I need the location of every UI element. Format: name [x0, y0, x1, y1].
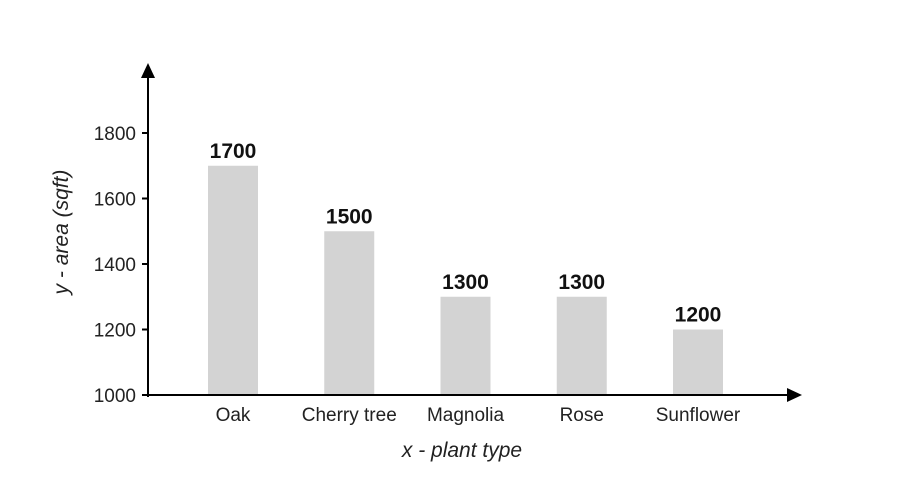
bar	[324, 231, 375, 395]
y-axis-title: y - area (sqft)	[50, 170, 73, 297]
x-tick-label: Rose	[560, 405, 604, 426]
y-tick-label: 1400	[94, 255, 136, 276]
x-tick-label: Cherry tree	[302, 405, 397, 426]
x-axis-title: x - plant type	[401, 439, 522, 462]
bar	[440, 296, 491, 395]
x-axis-arrow-icon	[787, 388, 802, 402]
bar	[673, 329, 723, 395]
bar	[208, 165, 258, 395]
y-axis-arrow-icon	[141, 63, 155, 78]
y-tick-label: 1600	[94, 190, 136, 211]
x-tick-label: Magnolia	[427, 405, 505, 426]
x-tick-label: Oak	[216, 405, 251, 426]
y-tick-label: 1000	[94, 386, 136, 407]
value-labels-layer: 1700 1500 1300 1300 1200	[210, 140, 722, 327]
x-tick-label: Sunflower	[656, 405, 741, 426]
y-ticks-layer: 1000 1200 1400 1600 1800	[94, 124, 148, 407]
bar-value-label: 1300	[442, 271, 489, 294]
y-tick-label: 1200	[94, 321, 136, 342]
x-ticks-layer: Oak Cherry tree Magnolia Rose Sunflower	[216, 405, 741, 426]
bar-value-label: 1700	[210, 140, 257, 163]
bar-value-label: 1500	[326, 205, 373, 228]
axes-layer	[141, 63, 802, 402]
bars-layer	[208, 165, 723, 395]
bar	[556, 296, 607, 395]
bar-value-label: 1300	[558, 271, 605, 294]
y-tick-label: 1800	[94, 124, 136, 145]
bar-value-label: 1200	[675, 304, 722, 327]
